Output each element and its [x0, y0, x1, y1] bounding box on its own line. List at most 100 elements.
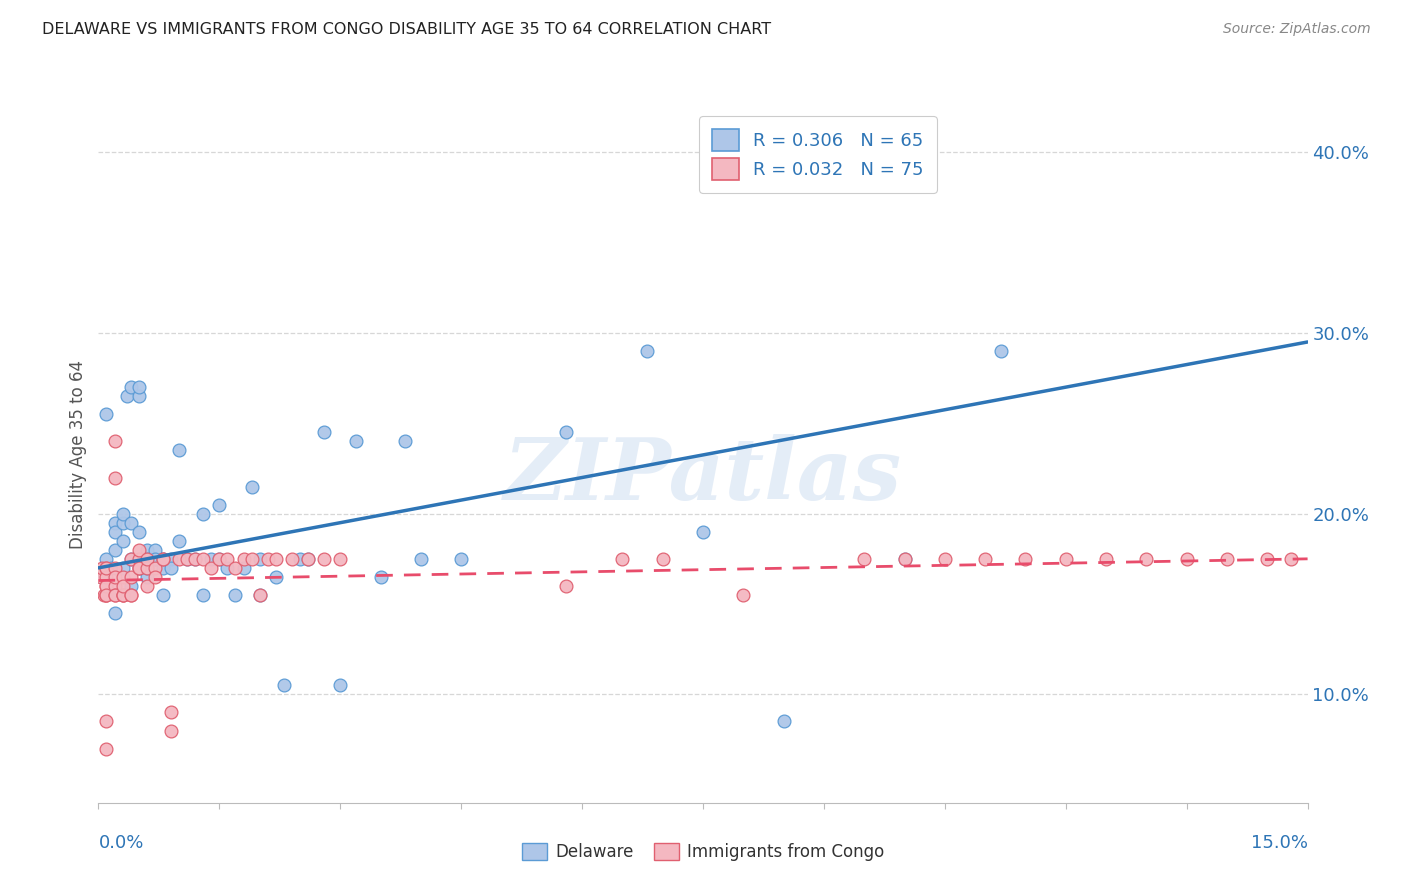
Point [193, 507, 215, 521]
Point [208, 551, 231, 566]
Point [314, 425, 336, 440]
Point [176, 551, 198, 566]
Point [120, 588, 142, 602]
Point [96, 588, 118, 602]
Point [217, 551, 239, 566]
Point [111, 588, 134, 602]
Point [111, 579, 134, 593]
Point [103, 542, 125, 557]
Point [409, 551, 432, 566]
Point [167, 443, 190, 458]
Point [143, 570, 166, 584]
Point [128, 561, 150, 575]
Point [297, 551, 319, 566]
Point [249, 551, 271, 566]
Point [1054, 551, 1077, 566]
Text: Source: ZipAtlas.com: Source: ZipAtlas.com [1223, 22, 1371, 37]
Point [103, 561, 125, 575]
Point [96, 579, 118, 593]
Point [249, 588, 271, 602]
Point [143, 561, 166, 575]
Point [103, 579, 125, 593]
Point [96, 714, 118, 729]
Point [249, 588, 271, 602]
Point [288, 551, 311, 566]
Point [974, 551, 997, 566]
Point [152, 551, 174, 566]
Point [208, 498, 231, 512]
Point [370, 570, 392, 584]
Point [281, 551, 304, 566]
Point [115, 389, 138, 403]
Point [96, 551, 118, 566]
Point [264, 551, 287, 566]
Point [329, 678, 352, 692]
Point [692, 524, 714, 539]
Point [853, 551, 876, 566]
Point [612, 551, 634, 566]
Point [555, 579, 578, 593]
Point [1175, 551, 1198, 566]
Point [111, 516, 134, 530]
Point [167, 533, 190, 548]
Point [990, 344, 1012, 359]
Legend: Delaware, Immigrants from Congo: Delaware, Immigrants from Congo [515, 836, 891, 868]
Point [128, 551, 150, 566]
Point [91, 570, 114, 584]
Point [128, 561, 150, 575]
Point [90, 570, 112, 584]
Point [96, 570, 118, 584]
Point [96, 561, 118, 575]
Point [273, 678, 295, 692]
Point [1014, 551, 1036, 566]
Point [111, 570, 134, 584]
Point [636, 344, 658, 359]
Point [394, 434, 416, 449]
Point [103, 570, 125, 584]
Point [893, 551, 915, 566]
Point [143, 542, 166, 557]
Point [772, 714, 794, 729]
Point [128, 542, 150, 557]
Point [314, 551, 336, 566]
Point [135, 570, 157, 584]
Point [152, 551, 174, 566]
Point [232, 551, 254, 566]
Point [120, 588, 142, 602]
Point [111, 561, 134, 575]
Point [111, 533, 134, 548]
Point [232, 561, 254, 575]
Point [160, 706, 183, 720]
Point [297, 551, 319, 566]
Point [120, 551, 142, 566]
Text: DELAWARE VS IMMIGRANTS FROM CONGO DISABILITY AGE 35 TO 64 CORRELATION CHART: DELAWARE VS IMMIGRANTS FROM CONGO DISABI… [42, 22, 772, 37]
Point [120, 579, 142, 593]
Point [103, 606, 125, 620]
Point [111, 588, 134, 602]
Point [733, 588, 755, 602]
Point [893, 551, 915, 566]
Point [128, 561, 150, 575]
Point [135, 561, 157, 575]
Point [200, 551, 222, 566]
Point [329, 551, 352, 566]
Text: ZIPatlas: ZIPatlas [503, 434, 903, 517]
Point [100, 561, 122, 575]
Point [176, 551, 198, 566]
Point [135, 542, 157, 557]
Point [152, 588, 174, 602]
Point [1216, 551, 1239, 566]
Point [96, 579, 118, 593]
Point [120, 551, 142, 566]
Point [167, 551, 190, 566]
Point [256, 551, 278, 566]
Point [224, 561, 246, 575]
Point [103, 434, 125, 449]
Point [152, 551, 174, 566]
Point [128, 380, 150, 394]
Point [240, 551, 263, 566]
Point [143, 551, 166, 566]
Point [1281, 551, 1303, 566]
Point [555, 425, 578, 440]
Legend: R = 0.306   N = 65, R = 0.032   N = 75: R = 0.306 N = 65, R = 0.032 N = 75 [699, 116, 936, 193]
